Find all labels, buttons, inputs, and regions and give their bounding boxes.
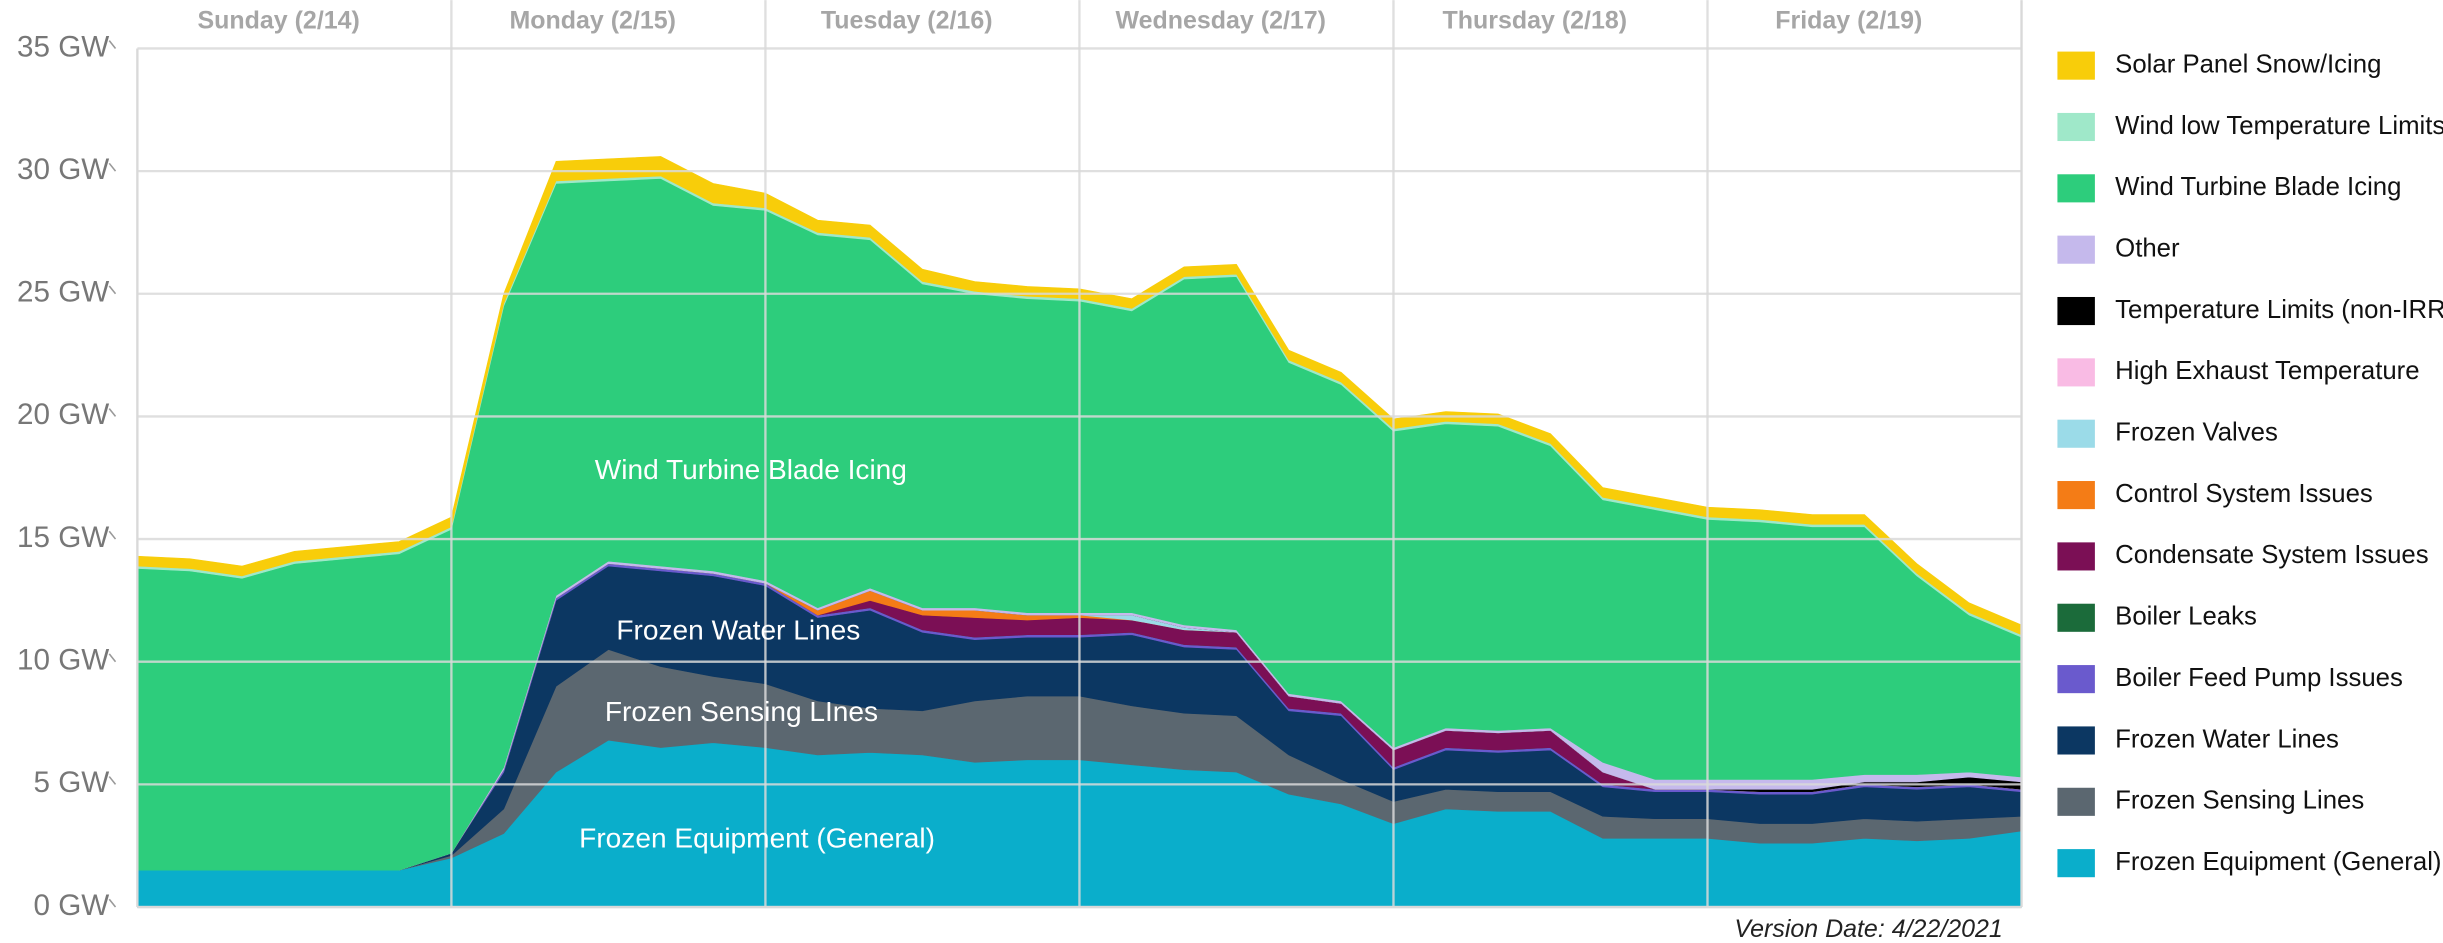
legend-label: Frozen Sensing Lines: [2115, 787, 2364, 815]
y-tick-label: 25 GW: [17, 276, 109, 309]
y-tick-label: 35 GW: [17, 30, 109, 63]
version-date: Version Date: 4/22/2021: [1734, 915, 2002, 943]
annotation: Wind Turbine Blade Icing: [595, 454, 907, 485]
legend-label: Solar Panel Snow/Icing: [2115, 50, 2381, 78]
legend-label: Control System Issues: [2115, 480, 2373, 508]
y-tick-mark: [108, 898, 117, 908]
y-tick-label: 0 GW: [34, 889, 110, 922]
legend-swatch: [2057, 296, 2095, 326]
annotation: Frozen Equipment (General): [579, 822, 935, 853]
legend-swatch: [2057, 419, 2095, 448]
day-label: Wednesday (2/17): [1116, 7, 1326, 35]
legend-swatch: [2057, 481, 2095, 510]
y-tick-mark: [108, 285, 117, 295]
y-tick-label: 5 GW: [34, 766, 110, 799]
annotation: Frozen Sensing LInes: [605, 696, 878, 727]
legend-label: Frozen Water Lines: [2115, 725, 2339, 753]
legend-swatch: [2057, 358, 2095, 387]
legend-swatch: [2057, 665, 2095, 694]
legend-swatch: [2057, 112, 2095, 142]
legend-label: Boiler Leaks: [2115, 603, 2257, 631]
y-tick-label: 30 GW: [17, 153, 109, 186]
legend-label: High Exhaust Temperature: [2115, 357, 2419, 385]
legend-swatch: [2057, 174, 2095, 203]
legend-label: Other: [2115, 234, 2180, 262]
legend-swatch: [2057, 603, 2095, 632]
y-tick-label: 20 GW: [17, 398, 109, 431]
y-tick-mark: [108, 408, 117, 417]
legend-label: Condensate System Issues: [2115, 541, 2428, 569]
legend-label: Frozen Equipment (General): [2115, 848, 2441, 876]
y-tick-mark: [108, 530, 117, 540]
legend-swatch: [2057, 726, 2095, 755]
day-label: Sunday (2/14): [198, 7, 360, 35]
legend-label: Frozen Valves: [2115, 419, 2278, 447]
y-tick-mark: [108, 776, 117, 785]
legend-swatch: [2057, 51, 2095, 80]
legend-label: Boiler Feed Pump Issues: [2115, 664, 2403, 692]
day-label: Friday (2/19): [1775, 7, 1922, 35]
day-label: Tuesday (2/16): [821, 7, 993, 35]
legend-swatch: [2057, 542, 2095, 571]
legend-swatch: [2057, 787, 2095, 816]
y-tick-mark: [108, 40, 117, 49]
legend-label: Wind low Temperature Limits: [2115, 112, 2443, 140]
y-tick-mark: [108, 653, 117, 663]
y-tick-label: 10 GW: [17, 644, 109, 677]
annotation: Frozen Water Lines: [616, 615, 860, 646]
legend-swatch: [2057, 235, 2095, 264]
legend-swatch: [2057, 849, 2095, 878]
legend-label: Wind Turbine Blade Icing: [2115, 173, 2401, 201]
y-tick-label: 15 GW: [17, 521, 109, 554]
day-label: Thursday (2/18): [1443, 7, 1628, 35]
legend-label: Temperature Limits (non-IRR): [2115, 296, 2443, 324]
day-label: Monday (2/15): [509, 7, 675, 35]
y-tick-mark: [108, 162, 117, 172]
